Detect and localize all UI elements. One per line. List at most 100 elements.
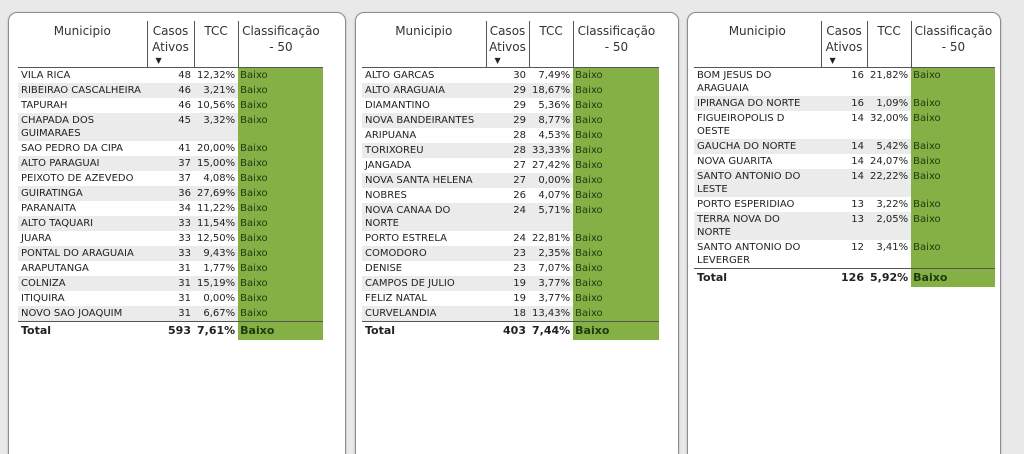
column-header-classificacao[interactable]: Classificação - 50 xyxy=(572,21,660,68)
tcc-cell: 0,00% xyxy=(529,172,574,188)
classificacao-cell: Baixo xyxy=(573,290,660,306)
municipio-cell: GAUCHA DO NORTE xyxy=(694,138,821,154)
table-row[interactable]: ALTO GARCAS 30 7,49% Baixo xyxy=(362,67,660,83)
casos-ativos-cell: 12 xyxy=(851,241,864,253)
total-classificacao: Baixo xyxy=(238,320,324,340)
table-row[interactable]: VILA RICA 48 12,32% Baixo xyxy=(18,67,324,83)
table-row[interactable]: SANTO ANTONIO DO LEVERGER 12 3,41% Baixo xyxy=(694,239,996,268)
sort-descending-icon[interactable]: ▼ xyxy=(155,55,162,65)
table-row[interactable]: CHAPADA DOS GUIMARAES 45 3,32% Baixo xyxy=(18,112,324,141)
table-row[interactable]: FELIZ NATAL 19 3,77% Baixo xyxy=(362,290,660,306)
table-row[interactable]: NOVA GUARITA 14 24,07% Baixo xyxy=(694,153,996,169)
column-header-casos-ativos[interactable]: Casos Ativos ▼ xyxy=(146,21,194,68)
table-row[interactable]: PONTAL DO ARAGUAIA 33 9,43% Baixo xyxy=(18,245,324,261)
municipio-cell: FIGUEIROPOLIS D OESTE xyxy=(697,112,785,137)
classificacao-cell: Baixo xyxy=(911,67,996,96)
table-row[interactable]: TERRA NOVA DO NORTE 13 2,05% Baixo xyxy=(694,211,996,240)
casos-ativos-cell: 14 xyxy=(851,112,864,124)
sort-descending-icon[interactable]: ▼ xyxy=(494,55,501,65)
classificacao-cell: Baixo xyxy=(238,82,324,98)
total-casos: 593 xyxy=(147,320,194,340)
column-header-tcc[interactable]: TCC xyxy=(193,21,239,68)
total-row: Total 593 7,61% Baixo xyxy=(18,320,324,340)
sort-descending-icon[interactable]: ▼ xyxy=(829,55,836,65)
table-row[interactable]: RIBEIRAO CASCALHEIRA 46 3,21% Baixo xyxy=(18,82,324,98)
municipio-cell: GUIRATINGA xyxy=(18,185,147,201)
table-row[interactable]: ALTO TAQUARI 33 11,54% Baixo xyxy=(18,215,324,231)
casos-ativos-cell: 31 xyxy=(147,275,194,291)
table-row[interactable]: PEIXOTO DE AZEVEDO 37 4,08% Baixo xyxy=(18,170,324,186)
table-row[interactable]: ARAPUTANGA 31 1,77% Baixo xyxy=(18,260,324,276)
column-header-casos-ativos[interactable]: Casos Ativos ▼ xyxy=(820,21,867,68)
table-row[interactable]: DIAMANTINO 29 5,36% Baixo xyxy=(362,97,660,113)
total-row: Total 126 5,92% Baixo xyxy=(694,267,996,287)
table-row[interactable]: NOVA SANTA HELENA 27 0,00% Baixo xyxy=(362,172,660,188)
table-row[interactable]: JANGADA 27 27,42% Baixo xyxy=(362,157,660,173)
casos-ativos-cell: 23 xyxy=(513,262,526,274)
tcc-cell: 21,82% xyxy=(870,69,909,81)
table-row[interactable]: NOVA BANDEIRANTES 29 8,77% Baixo xyxy=(362,112,660,128)
table-row[interactable]: COMODORO 23 2,35% Baixo xyxy=(362,245,660,261)
table-row[interactable]: NOBRES 26 4,07% Baixo xyxy=(362,187,660,203)
table-row[interactable]: PORTO ESTRELA 24 22,81% Baixo xyxy=(362,230,660,246)
column-header-municipio[interactable]: Municipio xyxy=(694,21,821,68)
table-row[interactable]: COLNIZA 31 15,19% Baixo xyxy=(18,275,324,291)
table-row[interactable]: BOM JESUS DO ARAGUAIA 16 21,82% Baixo xyxy=(694,67,996,96)
tcc-cell: 12,50% xyxy=(197,232,236,244)
classificacao-cell: Baixo xyxy=(238,290,324,306)
column-header-municipio[interactable]: Municipio xyxy=(18,21,147,68)
table-row[interactable]: TAPURAH 46 10,56% Baixo xyxy=(18,97,324,113)
casos-ativos-cell: 18 xyxy=(486,305,529,321)
table-row[interactable]: SAO PEDRO DA CIPA 41 20,00% Baixo xyxy=(18,140,324,156)
municipio-cell: JANGADA xyxy=(365,159,412,171)
column-header-classificacao[interactable]: Classificação - 50 xyxy=(237,21,324,68)
casos-ativos-cell: 41 xyxy=(178,142,191,154)
table-row[interactable]: ITIQUIRA 31 0,00% Baixo xyxy=(18,290,324,306)
table-body: BOM JESUS DO ARAGUAIA 16 21,82% Baixo IPIRAN… xyxy=(694,67,996,268)
tcc-cell: 3,22% xyxy=(876,198,909,210)
table-row[interactable]: PARANAITA 34 11,22% Baixo xyxy=(18,200,324,216)
tcc-cell: 4,08% xyxy=(203,172,236,184)
casos-ativos-cell: 29 xyxy=(513,99,526,111)
casos-ativos-cell: 29 xyxy=(486,82,529,98)
column-header-tcc[interactable]: TCC xyxy=(528,21,574,68)
tcc-cell: 11,54% xyxy=(194,215,239,231)
cases-table: Municipio Casos Ativos ▼ TCC Classificaç… xyxy=(362,21,660,340)
municipio-cell: CHAPADA DOS GUIMARAES xyxy=(18,112,147,141)
table-row[interactable]: PORTO ESPERIDIAO 13 3,22% Baixo xyxy=(694,196,996,212)
table-row[interactable]: FIGUEIROPOLIS D OESTE 14 32,00% Baixo xyxy=(694,110,996,139)
municipio-cell: RIBEIRAO CASCALHEIRA xyxy=(18,82,147,98)
table-row[interactable]: ALTO ARAGUAIA 29 18,67% Baixo xyxy=(362,82,660,98)
casos-ativos-cell: 19 xyxy=(513,292,526,304)
classificacao-cell: Baixo xyxy=(911,153,996,169)
municipio-cell: PONTAL DO ARAGUAIA xyxy=(18,245,147,261)
cases-table: Municipio Casos Ativos ▼ TCC Classificaç… xyxy=(694,21,996,287)
tcc-cell: 15,19% xyxy=(194,275,239,291)
casos-ativos-cell: 36 xyxy=(147,185,194,201)
table-row[interactable]: SANTO ANTONIO DO LESTE 14 22,22% Baixo xyxy=(694,168,996,197)
table-row[interactable]: CAMPOS DE JULIO 19 3,77% Baixo xyxy=(362,275,660,291)
table-row[interactable]: CURVELANDIA 18 13,43% Baixo xyxy=(362,305,660,321)
table-row[interactable]: IPIRANGA DO NORTE 16 1,09% Baixo xyxy=(694,95,996,111)
column-header-casos-ativos[interactable]: Casos Ativos ▼ xyxy=(485,21,529,68)
table-row[interactable]: TORIXOREU 28 33,33% Baixo xyxy=(362,142,660,158)
municipio-cell: NOVA SANTA HELENA xyxy=(362,172,486,188)
table-row[interactable]: NOVA CANAA DO NORTE 24 5,71% Baixo xyxy=(362,202,660,231)
column-header-classificacao[interactable]: Classificação - 50 xyxy=(910,21,996,68)
table-row[interactable]: ALTO PARAGUAI 37 15,00% Baixo xyxy=(18,155,324,171)
column-header-tcc[interactable]: TCC xyxy=(866,21,912,68)
table-row[interactable]: GUIRATINGA 36 27,69% Baixo xyxy=(18,185,324,201)
table-row[interactable]: JUARA 33 12,50% Baixo xyxy=(18,230,324,246)
column-header-municipio[interactable]: Municipio xyxy=(362,21,486,68)
table-row[interactable]: GAUCHA DO NORTE 14 5,42% Baixo xyxy=(694,138,996,154)
casos-ativos-cell: 24 xyxy=(486,202,529,231)
classificacao-cell: Baixo xyxy=(911,95,996,111)
classificacao-cell: Baixo xyxy=(238,170,324,186)
classificacao-cell: Baixo xyxy=(573,142,660,158)
table-row[interactable]: NOVO SAO JOAQUIM 31 6,67% Baixo xyxy=(18,305,324,321)
table-row[interactable]: DENISE 23 7,07% Baixo xyxy=(362,260,660,276)
casos-ativos-cell: 46 xyxy=(178,99,191,111)
table-row[interactable]: ARIPUANA 28 4,53% Baixo xyxy=(362,127,660,143)
casos-ativos-cell: 28 xyxy=(486,142,529,158)
table-panel-2: Municipio Casos Ativos ▼ TCC Classificaç… xyxy=(355,12,679,454)
